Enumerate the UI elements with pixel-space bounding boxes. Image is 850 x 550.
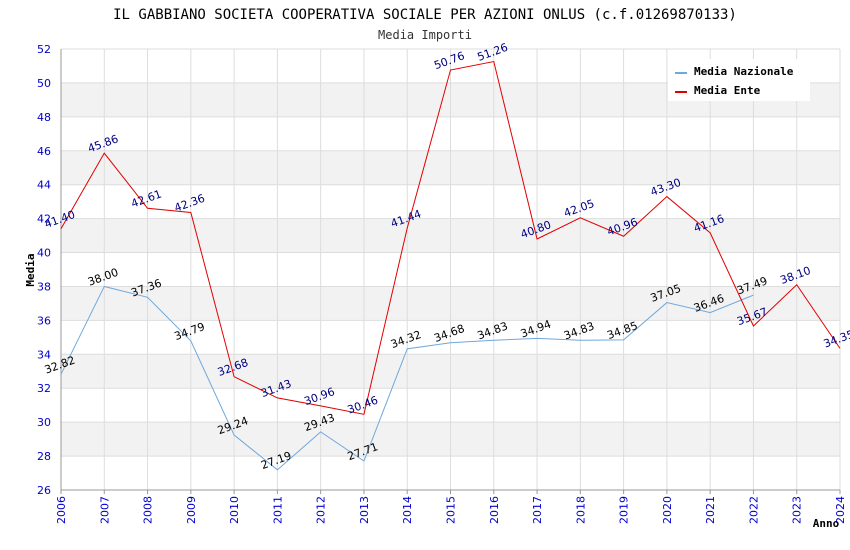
x-tick-label: 2012 — [315, 496, 328, 524]
x-tick-label: 2013 — [358, 496, 371, 524]
gridlines — [60, 48, 841, 491]
x-tick-label: 2017 — [531, 496, 544, 524]
x-tick-label: 2019 — [618, 496, 631, 524]
x-tick-label: 2011 — [271, 496, 284, 524]
legend-label-media-ente: Media Ente — [694, 84, 761, 97]
x-tick-label: 2024 — [834, 496, 847, 524]
y-tick-label: 44 — [37, 179, 51, 192]
legend-box — [668, 59, 810, 101]
x-axis-label: Anno — [813, 517, 840, 530]
y-tick-label: 50 — [37, 77, 51, 90]
series-lines — [60, 60, 841, 471]
chart-title: IL GABBIANO SOCIETA COOPERATIVA SOCIALE … — [113, 7, 737, 23]
y-tick-label: 38 — [37, 280, 51, 293]
y-tick-label: 40 — [37, 247, 51, 260]
x-tick-label: 2016 — [488, 496, 501, 524]
y-tick-label: 34 — [37, 348, 51, 361]
y-tick-label: 46 — [37, 145, 51, 158]
x-tick-label: 2014 — [401, 496, 414, 524]
chart-subtitle: Media Importi — [378, 28, 472, 42]
x-tick-label: 2007 — [98, 496, 111, 524]
legend: Media Nazionale Media Ente — [668, 59, 810, 101]
y-tick-label: 32 — [37, 382, 51, 395]
x-tick-label: 2022 — [747, 496, 760, 524]
y-axis-ticks: 26 28 30 32 34 36 38 40 42 44 46 48 50 52 — [37, 43, 51, 497]
x-tick-label: 2020 — [661, 496, 674, 524]
x-tick-label: 2009 — [185, 496, 198, 524]
y-axis-label: Media — [24, 253, 37, 286]
x-tick-label: 2015 — [445, 496, 458, 524]
x-axis-ticks: 2006 2007 2008 2009 2010 2011 2012 2013 2014 2015… — [55, 496, 847, 524]
legend-label-media-nazionale: Media Nazionale — [694, 65, 794, 78]
x-tick-label: 2008 — [142, 496, 155, 524]
axes — [60, 49, 841, 494]
y-tick-label: 36 — [37, 314, 51, 327]
y-tick-label: 26 — [37, 484, 51, 497]
y-tick-label: 48 — [37, 111, 51, 124]
y-tick-label: 52 — [37, 43, 51, 56]
series-line-media-nazionale — [60, 285, 754, 471]
x-tick-label: 2023 — [791, 496, 804, 524]
x-tick-label: 2006 — [55, 496, 68, 524]
x-tick-label: 2010 — [228, 496, 241, 524]
series-line-media-ente — [60, 60, 841, 415]
x-tick-label: 2021 — [704, 496, 717, 524]
y-tick-label: 42 — [37, 213, 51, 226]
y-tick-label: 30 — [37, 416, 51, 429]
x-tick-label: 2018 — [574, 496, 587, 524]
y-tick-label: 28 — [37, 450, 51, 463]
